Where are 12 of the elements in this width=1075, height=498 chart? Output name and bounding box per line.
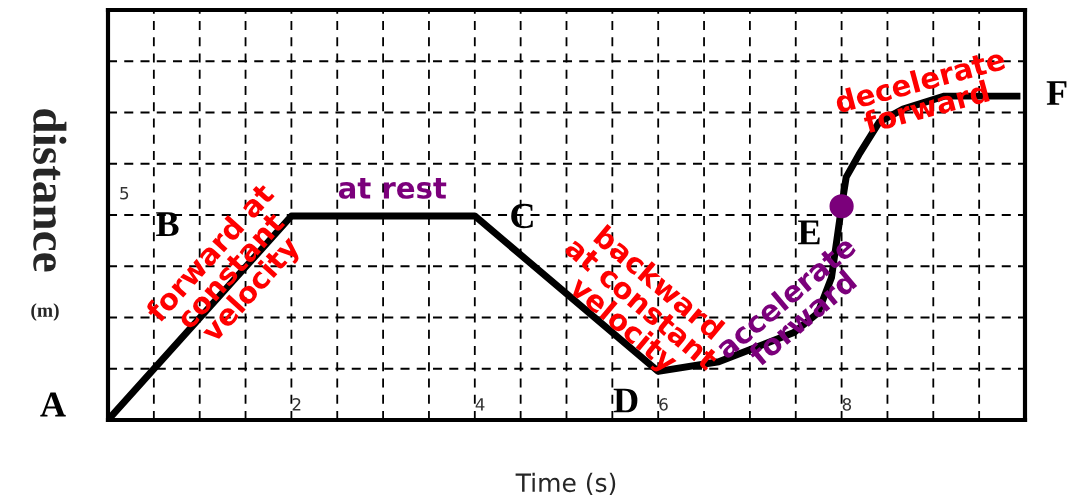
text: A xyxy=(40,392,66,417)
annotation: 5 xyxy=(120,187,129,200)
x-tick-label: 2 xyxy=(292,398,301,411)
x-tick-label: 6 xyxy=(659,398,668,411)
x-tick-label: 4 xyxy=(475,398,485,411)
annotation: D xyxy=(613,388,638,413)
text: F xyxy=(1046,81,1067,105)
x-tick-label: 8 xyxy=(842,398,852,411)
x-axis-title: Time (s) xyxy=(515,472,616,496)
annotation: at rest xyxy=(338,177,447,199)
annotation: C xyxy=(511,203,533,229)
y-axis-title: distance (m) xyxy=(31,109,67,321)
